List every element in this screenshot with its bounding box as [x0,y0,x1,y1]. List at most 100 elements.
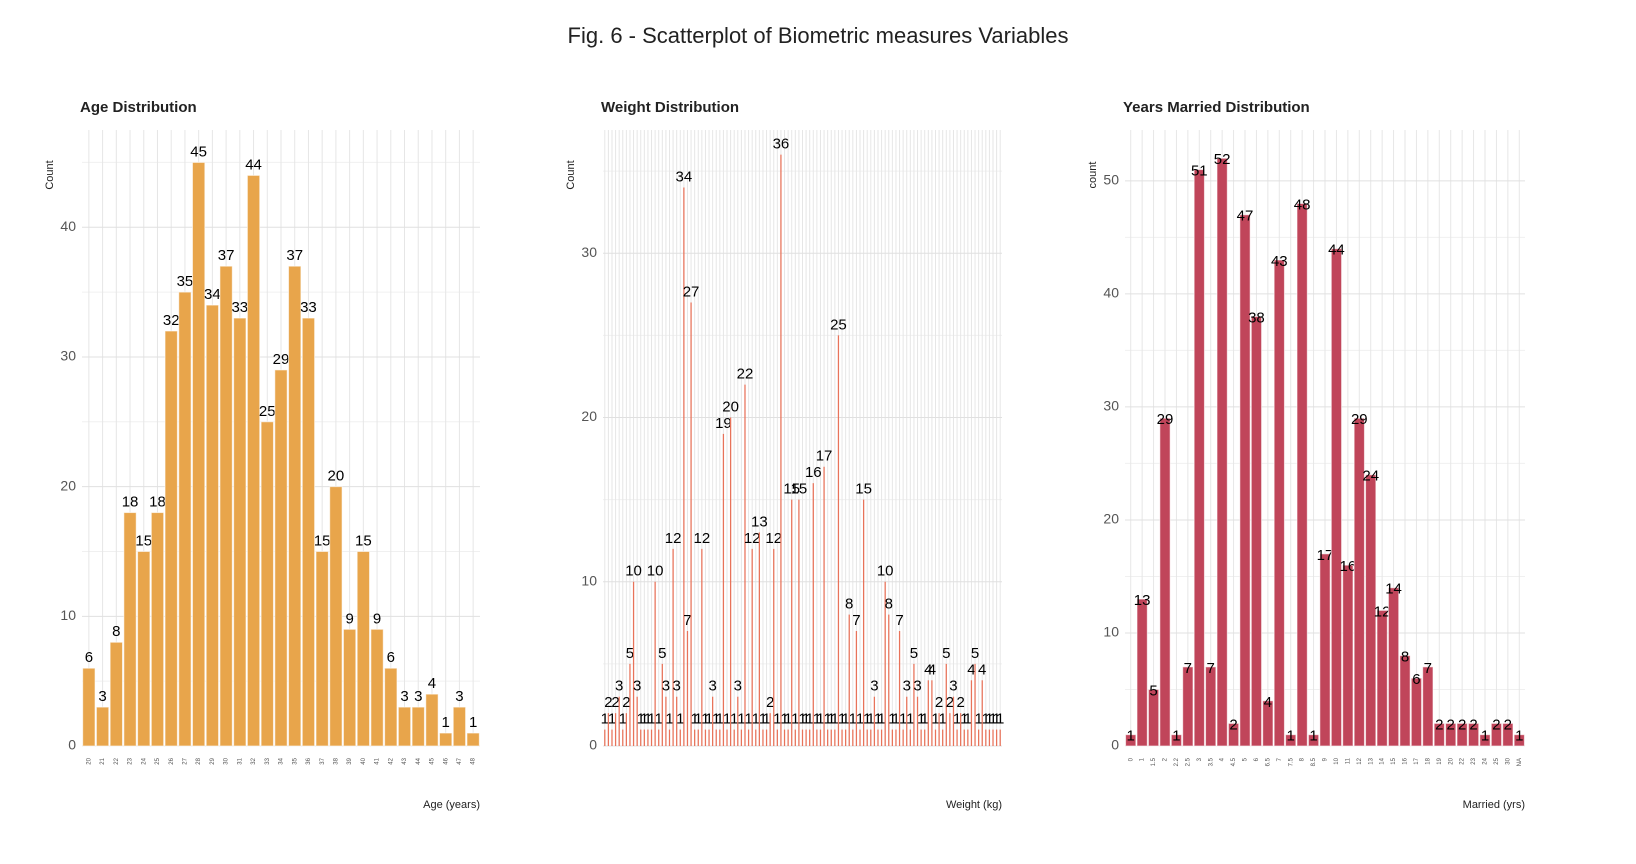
data-label: 3 [662,678,670,695]
data-label: 1 [992,711,1000,728]
data-label: 5 [971,645,979,662]
x-tick-label: 16 [1403,757,1409,764]
data-label: 1 [917,711,925,728]
y-tick-label: 0 [68,737,76,753]
data-label: 2 [1504,716,1512,733]
x-tick-label: 48 [471,757,477,764]
data-label: 1 [1127,728,1135,745]
x-tick-label: 27 [183,757,189,764]
bar [701,548,703,746]
y-axis-label: count [1087,162,1099,189]
data-label: 32 [163,312,180,329]
bar [859,729,861,746]
data-label: 14 [1385,581,1402,598]
data-label: 20 [328,468,345,485]
y-tick-label: 10 [60,607,76,623]
bar [841,729,843,746]
bar [924,729,926,746]
x-axis-label: Weight (kg) [946,799,1002,811]
bar [1296,202,1308,747]
data-label: 15 [855,481,872,498]
data-label: 9 [373,610,381,627]
bar [622,729,624,746]
data-label: 47 [1237,208,1254,225]
bar [787,729,789,746]
x-tick-label: 4 [1220,757,1226,761]
data-label: 10 [877,563,894,580]
x-tick-label: 30 [224,757,230,764]
data-label: 1 [921,711,929,728]
bar [934,729,937,746]
bar [1513,734,1525,747]
bar [715,729,717,746]
bar [830,729,832,746]
bar [848,614,850,746]
x-tick-label: 6.5 [1265,757,1271,766]
x-tick-label: 29 [210,757,216,764]
bar [1467,722,1480,747]
x-tick-label: 24 [141,757,147,764]
bar [884,581,886,746]
data-label: 2 [946,694,954,711]
bar [902,729,904,746]
data-label: 1 [831,711,839,728]
bar [909,729,911,746]
bar [219,265,233,747]
data-label: 15 [791,481,808,498]
data-label: 25 [259,403,276,420]
bar [665,696,667,746]
bar [956,729,958,746]
bar [288,265,302,747]
data-label: 2 [1435,716,1443,733]
data-label: 1 [888,711,896,728]
data-label: 1 [849,711,857,728]
bar [694,729,696,746]
bar [123,512,137,747]
data-label: 1 [953,711,961,728]
data-label: 1 [723,711,731,728]
bar [726,729,728,746]
bar [801,729,804,746]
x-tick-label: 40 [361,757,367,764]
data-label: 1 [899,711,907,728]
bar [1490,722,1503,747]
data-label: 1 [1309,728,1317,745]
data-label: 7 [683,612,691,629]
x-tick-label: 22 [114,757,120,764]
bar [733,729,735,746]
bar [798,499,800,746]
x-tick-label: 11 [1345,757,1351,764]
x-tick-label: 7 [1277,757,1283,761]
bar [397,706,412,747]
x-tick-label: 26 [169,757,175,764]
data-label: 15 [314,532,331,549]
x-tick-label: 23 [1471,757,1477,764]
bar [205,304,220,747]
data-label: 1 [856,711,864,728]
x-tick-label: 20 [86,757,92,764]
data-label: 3 [633,678,641,695]
data-label: 7 [1207,660,1215,677]
data-label: 4 [967,661,975,678]
data-label: 48 [1294,196,1311,213]
data-label: 1 [867,711,875,728]
bar [1399,655,1411,747]
data-label: 16 [805,464,822,481]
bar [1330,248,1343,747]
bar [862,499,865,746]
bar [791,499,793,746]
bar [1285,734,1297,747]
bar [895,729,897,746]
data-label: 1 [996,711,1004,728]
bar [618,696,620,746]
data-label: 27 [683,283,700,300]
bar [916,696,919,746]
data-label: 1 [974,711,982,728]
data-label: 1 [1287,728,1295,745]
bar [992,729,994,746]
bar [758,532,760,746]
data-label: 16 [1340,558,1357,575]
bar [329,486,343,747]
x-tick-label: 37 [320,757,326,764]
